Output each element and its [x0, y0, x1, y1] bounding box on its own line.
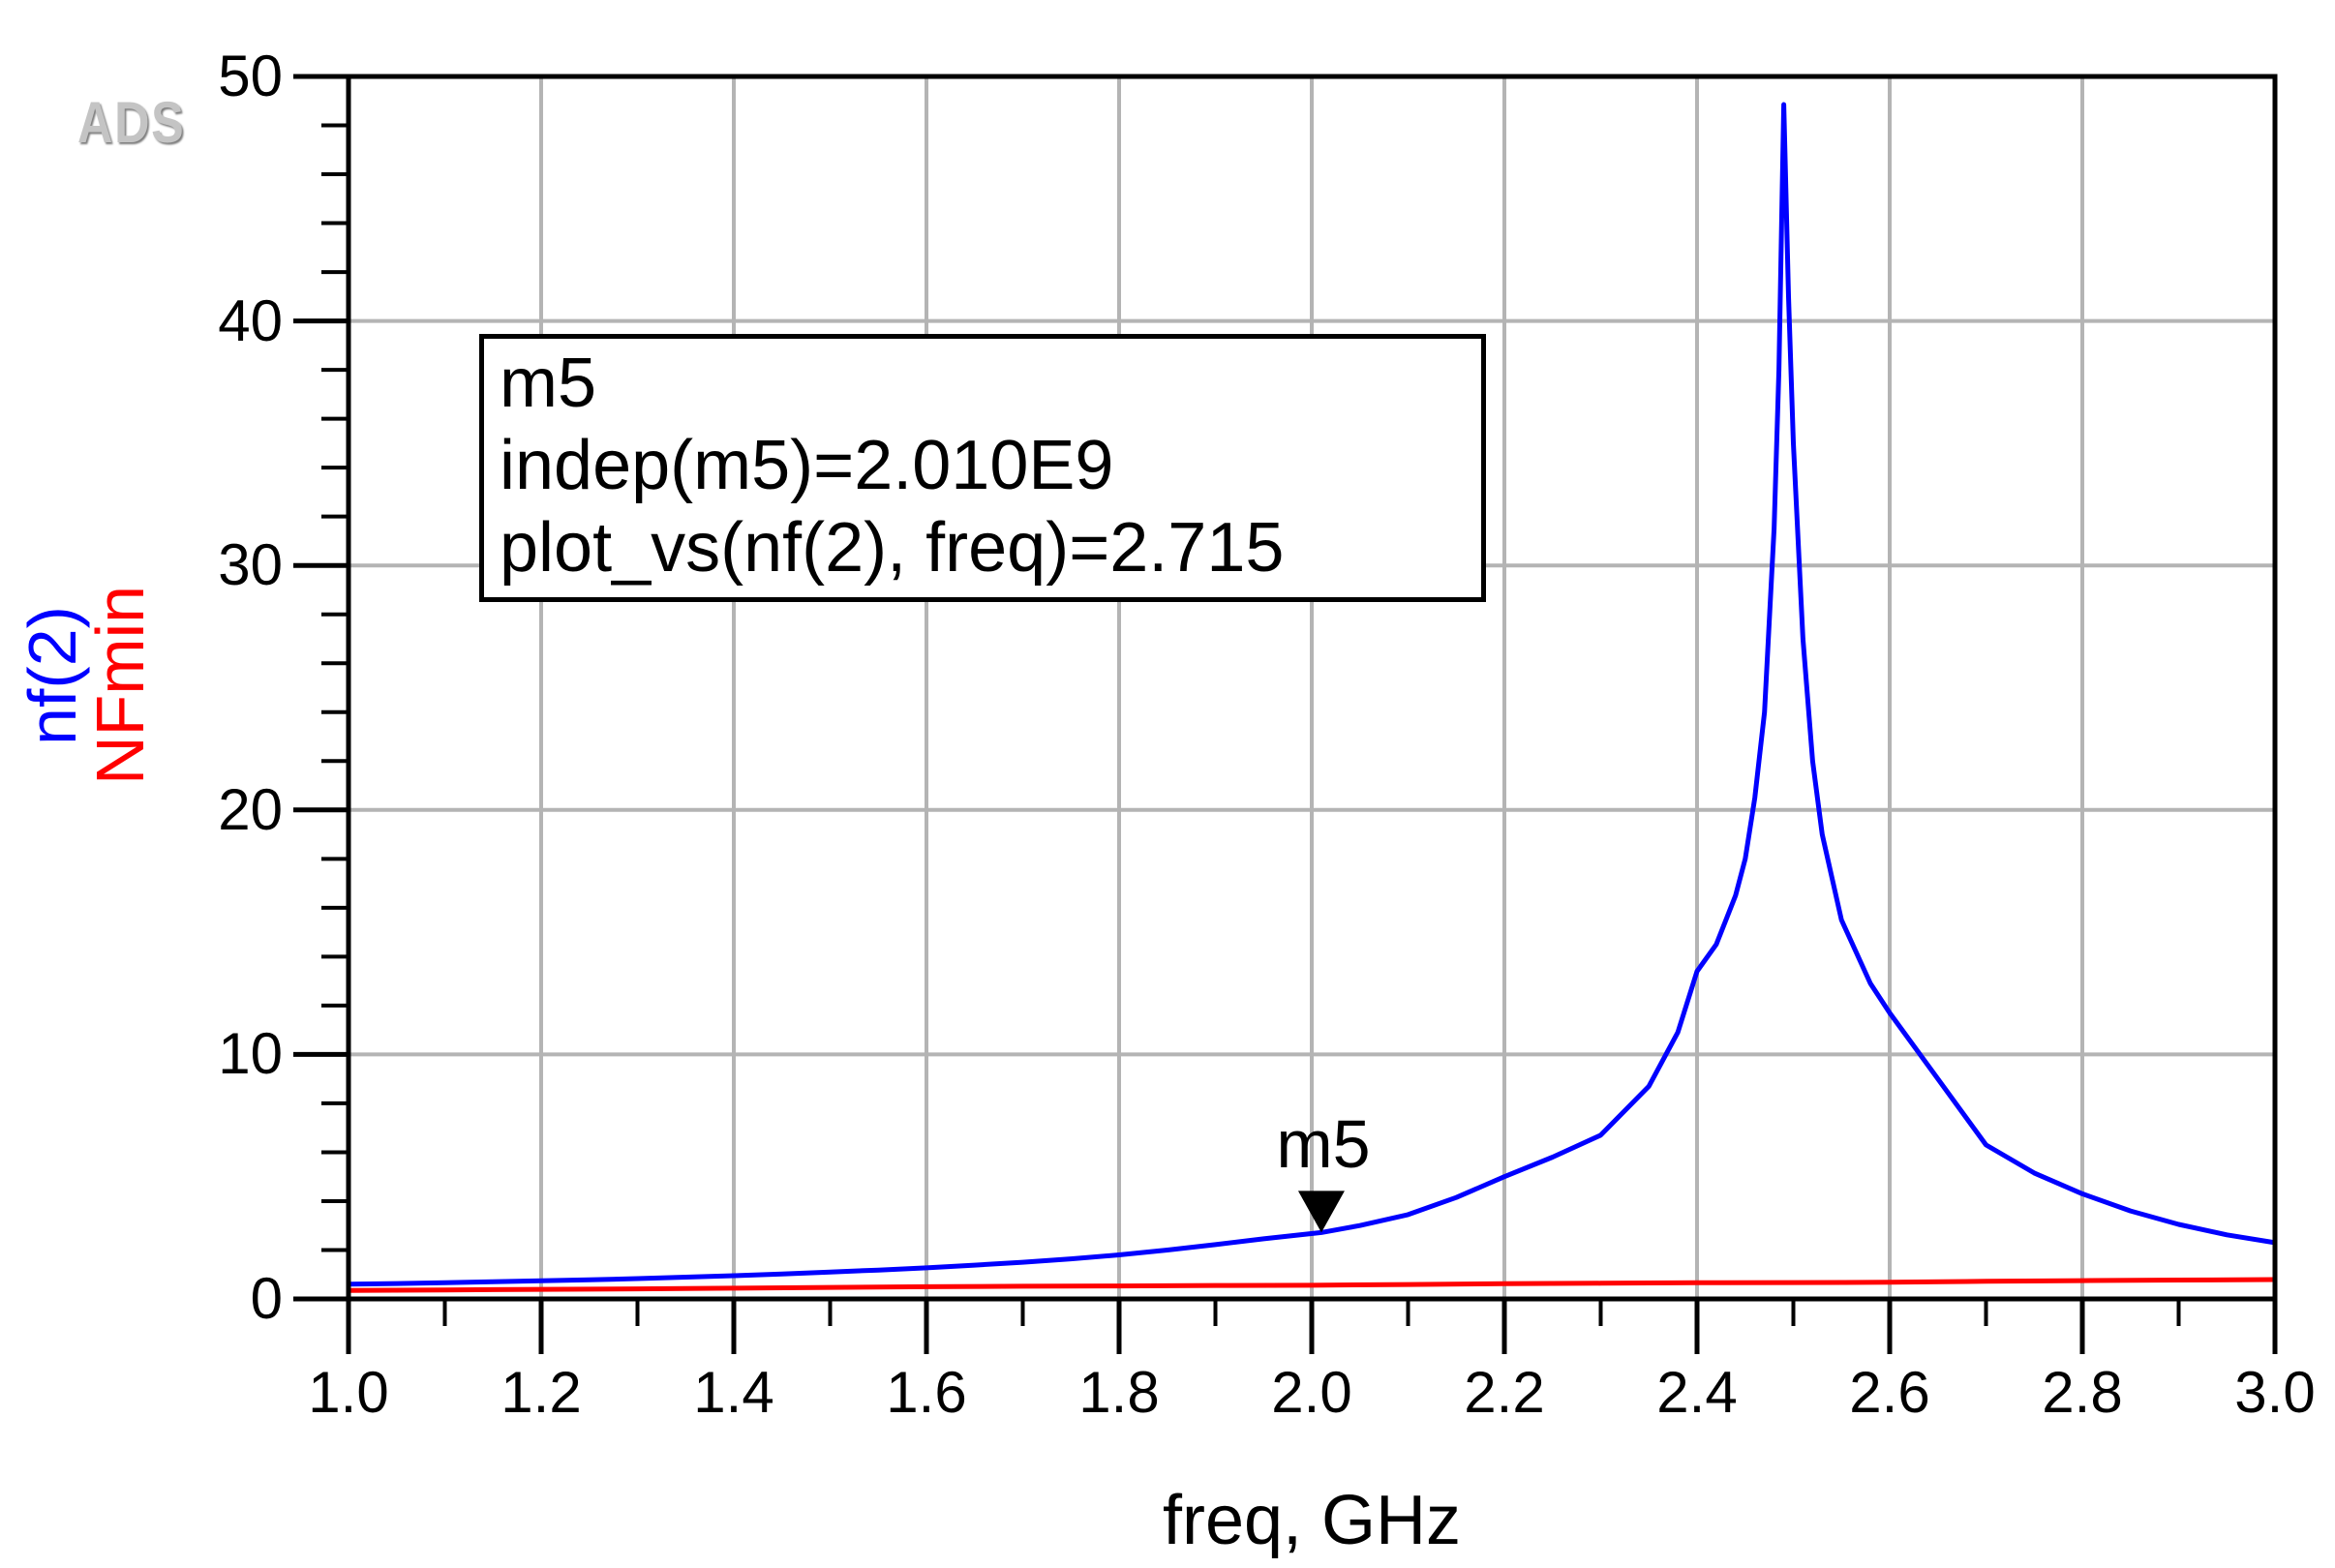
y-tick-label-20: 20	[218, 776, 283, 842]
marker-box-line-name: m5	[500, 345, 597, 422]
y-tick-label-50: 50	[218, 44, 283, 108]
x-tick-label-2.4: 2.4	[1656, 1360, 1738, 1425]
x-tick-label-1.0: 1.0	[308, 1360, 389, 1425]
marker-readout-box[interactable]: m5 indep(m5)=2.010E9 plot_vs(nf(2), freq…	[479, 334, 1486, 602]
x-tick-label-1.2: 1.2	[500, 1360, 582, 1425]
x-tick-label-2.2: 2.2	[1464, 1360, 1545, 1425]
x-tick-label-2.0: 2.0	[1271, 1360, 1352, 1425]
marker-m5-triangle[interactable]	[1297, 1191, 1345, 1233]
nf2-trace[interactable]	[346, 102, 2278, 1287]
y-axis-label-nfmin: NFmin	[82, 585, 158, 786]
ads-logo: ADS	[77, 90, 186, 155]
x-axis-title: freq, GHz	[1162, 1482, 1462, 1559]
marker-box-line-value: plot_vs(nf(2), freq)=2.715	[500, 509, 1285, 587]
x-tick-label-2.6: 2.6	[1849, 1360, 1930, 1425]
y-tick-label-30: 30	[218, 532, 283, 598]
x-tick-label-1.6: 1.6	[886, 1360, 967, 1425]
y-axis-label-nf2: nf(2)	[15, 606, 90, 745]
x-tick-label-3.0: 3.0	[2234, 1360, 2316, 1425]
marker-box-line-indep: indep(m5)=2.010E9	[500, 427, 1114, 504]
marker-m5-label[interactable]: m5	[1276, 1106, 1371, 1183]
x-tick-label-1.8: 1.8	[1078, 1360, 1160, 1425]
y-tick-label-10: 10	[218, 1021, 283, 1087]
y-tick-label-40: 40	[218, 287, 283, 353]
x-tick-label-2.8: 2.8	[2042, 1360, 2123, 1425]
nfmin-trace[interactable]	[346, 1277, 2278, 1293]
x-tick-label-1.4: 1.4	[693, 1360, 774, 1425]
y-tick-label-0: 0	[250, 1266, 283, 1331]
